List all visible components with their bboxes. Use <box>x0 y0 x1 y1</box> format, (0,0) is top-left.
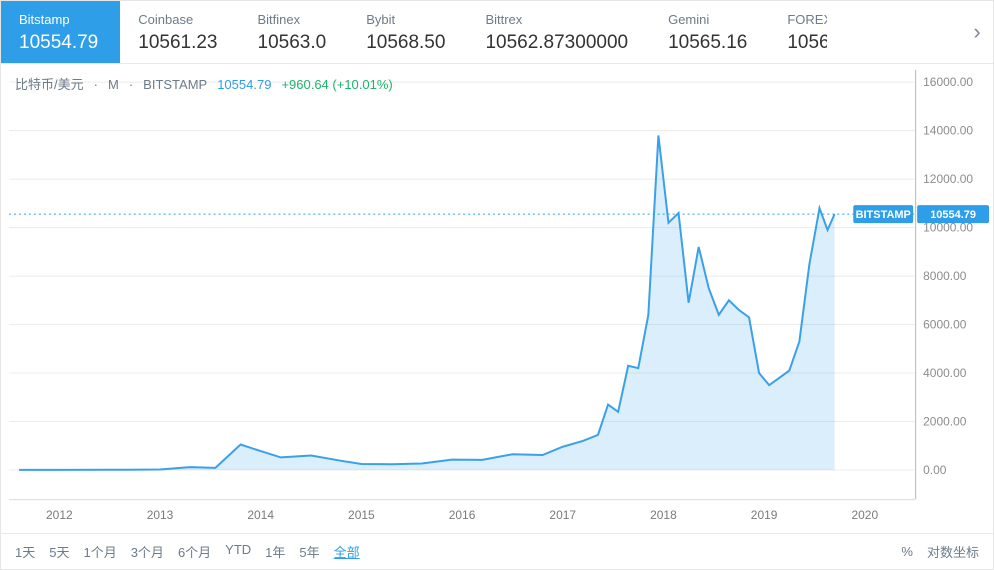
svg-text:2018: 2018 <box>650 508 677 522</box>
legend-sep1: · <box>94 77 98 92</box>
svg-text:2020: 2020 <box>851 508 878 522</box>
svg-text:BITSTAMP: BITSTAMP <box>856 209 911 221</box>
range-buttons: 1天 5天 1个月 3个月 6个月 YTD 1年 5年全部 <box>15 542 360 561</box>
range-1天[interactable]: 1天 <box>15 542 35 561</box>
svg-text:4000.00: 4000.00 <box>923 366 967 380</box>
svg-text:16000.00: 16000.00 <box>923 75 973 89</box>
tab-name: FOREX <box>787 12 805 28</box>
range-1年[interactable]: 1年 <box>265 542 285 561</box>
tab-name: Bitstamp <box>19 12 98 28</box>
app-root: Bitstamp 10554.79 Coinbase 10561.23 Bitfinex… <box>0 0 994 570</box>
tab-name: Bitfinex <box>258 12 327 28</box>
svg-text:2012: 2012 <box>46 508 73 522</box>
legend-interval: M <box>108 77 119 92</box>
tab-value: 10562.87300000 <box>485 31 628 55</box>
legend-pair: 比特币/美元 <box>15 74 84 93</box>
log-scale-toggle[interactable]: 对数坐标 <box>927 542 979 561</box>
exchange-tab-bitstamp[interactable]: Bitstamp 10554.79 <box>1 1 120 63</box>
svg-text:2015: 2015 <box>348 508 375 522</box>
range-1个月[interactable]: 1个月 <box>83 542 116 561</box>
range-3个月[interactable]: 3个月 <box>131 542 164 561</box>
legend-sep2: · <box>129 77 133 92</box>
svg-text:0.00: 0.00 <box>923 463 947 477</box>
tab-name: Bittrex <box>485 12 628 28</box>
svg-text:10554.79: 10554.79 <box>930 209 976 221</box>
svg-text:12000.00: 12000.00 <box>923 172 973 186</box>
range-6个月[interactable]: 6个月 <box>178 542 211 561</box>
legend-change: +960.64 (+10.01%) <box>281 77 392 92</box>
tabs-next-button[interactable]: › <box>961 1 993 63</box>
exchange-tab-coinbase[interactable]: Coinbase 10561.23 <box>120 1 239 63</box>
svg-text:6000.00: 6000.00 <box>923 318 967 332</box>
range-YTD[interactable]: YTD <box>225 542 251 561</box>
tab-name: Bybit <box>366 12 445 28</box>
exchange-tabs: Bitstamp 10554.79 Coinbase 10561.23 Bitfinex… <box>1 1 993 64</box>
tab-value: 1056 <box>787 31 805 55</box>
tab-name: Coinbase <box>138 12 217 28</box>
range-全部[interactable]: 全部 <box>334 542 360 561</box>
exchange-tab-gemini[interactable]: Gemini 10565.16 <box>650 1 769 63</box>
chart-region: 比特币/美元 · M · BITSTAMP 10554.79 +960.64 (… <box>1 64 993 533</box>
exchange-tab-bittrex[interactable]: Bittrex 10562.87300000 <box>467 1 650 63</box>
range-5年[interactable]: 5年 <box>299 542 319 561</box>
tab-value: 10568.50 <box>366 31 445 55</box>
svg-text:2014: 2014 <box>247 508 274 522</box>
svg-text:2019: 2019 <box>751 508 778 522</box>
exchange-tab-bybit[interactable]: Bybit 10568.50 <box>348 1 467 63</box>
svg-text:2013: 2013 <box>147 508 174 522</box>
toolbar-right: % 对数坐标 <box>901 542 979 561</box>
exchange-tab-forex[interactable]: FOREX 1056 <box>769 1 827 63</box>
svg-text:8000.00: 8000.00 <box>923 269 967 283</box>
chart-legend: 比特币/美元 · M · BITSTAMP 10554.79 +960.64 (… <box>15 74 393 93</box>
tab-name: Gemini <box>668 12 747 28</box>
legend-price: 10554.79 <box>217 77 271 92</box>
svg-text:14000.00: 14000.00 <box>923 124 973 138</box>
percent-toggle[interactable]: % <box>901 544 913 559</box>
exchange-tab-bitfinex[interactable]: Bitfinex 10563.0 <box>240 1 349 63</box>
svg-text:2000.00: 2000.00 <box>923 415 967 429</box>
tab-value: 10565.16 <box>668 31 747 55</box>
svg-text:2017: 2017 <box>549 508 576 522</box>
tab-value: 10554.79 <box>19 31 98 55</box>
svg-text:2016: 2016 <box>449 508 476 522</box>
price-chart[interactable]: 0.002000.004000.006000.008000.0010000.00… <box>1 64 993 533</box>
tab-value: 10561.23 <box>138 31 217 55</box>
legend-source: BITSTAMP <box>143 77 207 92</box>
range-toolbar: 1天 5天 1个月 3个月 6个月 YTD 1年 5年全部 % 对数坐标 <box>1 533 993 569</box>
tab-value: 10563.0 <box>258 31 327 55</box>
range-5天[interactable]: 5天 <box>49 542 69 561</box>
